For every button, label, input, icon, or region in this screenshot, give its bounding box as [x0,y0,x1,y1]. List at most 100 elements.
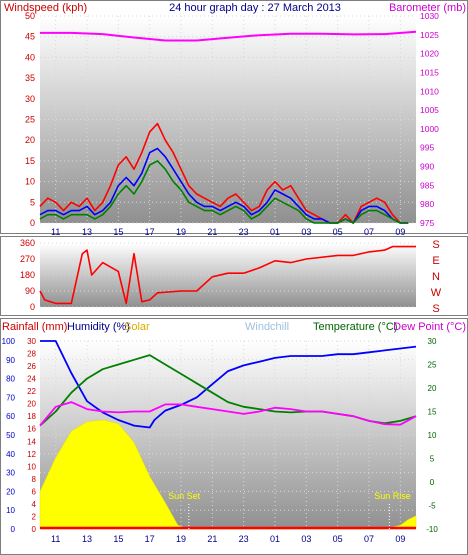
temperature-tick-label: 10 [428,431,437,440]
wind-tick-label: 15 [25,156,35,166]
temp-x-tick-label: 11 [51,534,60,544]
wind-x-tick-label: 23 [239,227,249,237]
temp-x-tick-label: 19 [176,534,186,544]
series-windspeed-kph- [39,122,409,224]
barometer-tick-label: 995 [420,143,434,153]
temperature-tick-label: 15 [428,408,437,417]
barometer-tick-label: 1000 [420,124,439,134]
humidity-tick-label: 10 [6,506,15,515]
wind-tick-label: 10 [25,177,35,187]
rainfall-tick-label: 16 [27,425,36,434]
series-average [39,160,409,224]
rainfall-tick-label: 8 [32,475,37,484]
wind-tick-label: 5 [30,197,35,207]
dewpoint-axis-label: Dew Point (°C) [393,321,466,333]
humidity-tick-label: 70 [6,393,15,402]
windchill-axis-label: Windchill [245,321,289,333]
rainfall-tick-label: 6 [32,487,37,496]
wind-x-tick-label: 01 [270,227,280,237]
temp-x-tick-label: 01 [270,534,280,544]
rainfall-tick-label: 28 [27,350,36,359]
temp-x-tick-label: 15 [113,534,123,544]
compass-label: S [432,303,439,315]
temperature-tick-label: 0 [430,478,435,487]
humidity-tick-label: 80 [6,375,15,384]
wind-x-tick-label: 13 [82,227,92,237]
windspeed-axis-label: Windspeed (kph) [4,2,87,14]
compass-label: W [431,287,442,299]
wind-tick-label: 40 [25,52,35,62]
rainfall-tick-label: 4 [32,500,37,509]
direction-tick-label: 180 [20,270,35,280]
direction-tick-label: 90 [25,286,35,296]
series-humidity- [40,340,417,429]
wind-x-tick-label: 05 [333,227,343,237]
rainfall-tick-label: 20 [27,400,36,409]
barometer-tick-label: 985 [420,180,434,190]
barometer-tick-label: 980 [420,199,434,209]
rainfall-axis-label: Rainfall (mm) [2,321,67,333]
temperature-tick-label: 5 [430,455,435,464]
temp-x-tick-label: 07 [364,534,374,544]
wind-tick-label: 30 [25,94,35,104]
temp-x-tick-label: 21 [207,534,217,544]
compass-label: N [432,271,440,283]
humidity-axis-label: Humidity (%) [67,321,130,333]
barometer-tick-label: 1015 [420,67,439,77]
barometer-tick-label: 1005 [420,105,439,115]
solar-axis-label: Solar [124,321,150,333]
wind-tick-label: 50 [25,11,35,21]
compass-label: E [432,255,439,267]
humidity-tick-label: 30 [6,469,15,478]
wind-x-tick-label: 07 [364,227,374,237]
barometer-tick-label: 990 [420,162,434,172]
wind-x-tick-label: 17 [145,227,155,237]
temp-x-tick-label: 23 [239,534,249,544]
temperature-tick-label: 25 [428,361,437,370]
temp-x-tick-label: 05 [333,534,343,544]
wind-x-tick-label: 09 [395,227,405,237]
rainfall-tick-label: 2 [32,512,37,521]
direction-tick-label: 0 [30,302,35,312]
barometer-tick-label: 1025 [420,30,439,40]
rainfall-tick-label: 0 [32,525,37,534]
sun-rise-label: Sun Rise [374,491,411,501]
temp-x-tick-label: 03 [301,534,311,544]
wind-tick-label: 20 [25,135,35,145]
barometer-tick-label: 1010 [420,86,439,96]
wind-tick-label: 45 [25,32,35,42]
wind-x-tick-label: 19 [176,227,186,237]
wind-x-tick-label: 21 [207,227,217,237]
temp-x-tick-label: 09 [395,534,405,544]
temperature-axis-label: Temperature (°C) [313,321,397,333]
rainfall-tick-label: 22 [27,387,36,396]
rainfall-tick-label: 30 [27,337,36,346]
chart-title: 24 hour graph day : 27 March 2013 [169,2,341,14]
wind-tick-label: 35 [25,73,35,83]
humidity-tick-label: 90 [6,356,15,365]
humidity-tick-label: 50 [6,431,15,440]
chart-marks: 0510152025303540455097598098599099510001… [2,11,442,544]
humidity-tick-label: 20 [6,487,15,496]
barometer-tick-label: 1030 [420,11,439,21]
wind-tick-label: 0 [30,218,35,228]
rainfall-tick-label: 14 [27,437,36,446]
rainfall-tick-label: 12 [27,450,36,459]
direction-tick-label: 360 [20,238,35,248]
rainfall-tick-label: 18 [27,412,36,421]
temp-x-tick-label: 13 [82,534,92,544]
humidity-tick-label: 40 [6,450,15,459]
barometer-axis-label: Barometer (mb) [389,2,466,14]
temperature-tick-label: 30 [428,337,437,346]
direction-tick-label: 270 [20,254,35,264]
rainfall-tick-label: 26 [27,362,36,371]
humidity-tick-label: 60 [6,412,15,421]
series-dew-point-c- [39,401,417,427]
temperature-tick-label: -5 [428,502,436,511]
barometer-tick-label: 1020 [420,49,439,59]
series-barometer-mb- [40,30,417,42]
wind-tick-label: 25 [25,115,35,125]
wind-x-tick-label: 03 [301,227,311,237]
temperature-tick-label: 20 [428,384,437,393]
